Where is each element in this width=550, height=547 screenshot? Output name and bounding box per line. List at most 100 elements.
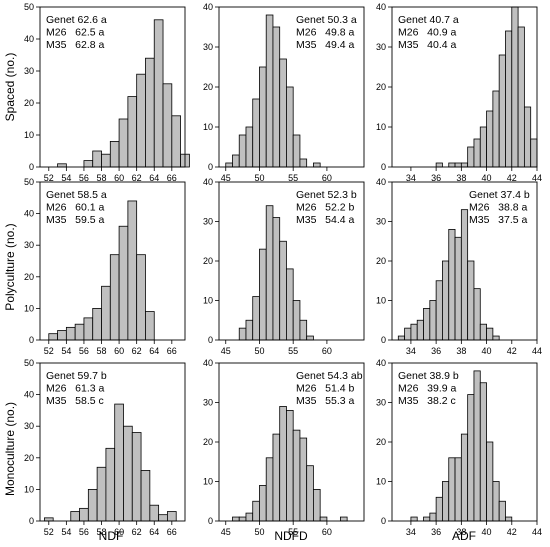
- histogram-bar: [479, 126, 487, 168]
- x-tick-label: 66: [167, 346, 177, 356]
- histogram-bar: [448, 228, 456, 341]
- y-tick-label: 50: [24, 177, 34, 187]
- histogram-bar: [127, 200, 138, 341]
- histogram-bar: [292, 429, 301, 522]
- x-tick-label: 34: [406, 173, 416, 183]
- histogram-bar: [265, 14, 274, 168]
- histogram-bar: [410, 323, 418, 341]
- annotation-line: M26 60.1 a: [46, 202, 105, 214]
- y-tick-label: 40: [376, 177, 386, 187]
- annotation-line: Genet 62.6 a: [46, 14, 107, 26]
- y-tick-label: 20: [203, 82, 213, 92]
- histogram-bar: [460, 209, 469, 341]
- histogram-bar: [479, 323, 487, 341]
- x-tick-label: 60: [114, 173, 124, 183]
- histogram-bar: [404, 327, 412, 341]
- y-tick-label: 20: [24, 272, 34, 282]
- histogram-bar: [473, 288, 481, 341]
- annotation-line: Genet 38.9 b: [398, 370, 459, 382]
- histogram-bar: [127, 96, 138, 168]
- y-tick-label: 10: [24, 484, 34, 494]
- histogram-bar: [486, 110, 494, 168]
- y-tick-label: 40: [24, 390, 34, 400]
- histogram-bar: [92, 307, 102, 341]
- y-tick-label: 0: [208, 335, 213, 345]
- annotation-line: Genet 37.4 b: [469, 189, 530, 201]
- histogram-bar: [238, 327, 247, 341]
- x-tick-label: 44: [532, 346, 542, 356]
- y-tick-label: 40: [203, 2, 213, 12]
- histogram-bar: [313, 488, 321, 522]
- x-tick-label: 60: [322, 173, 332, 183]
- row-label-spaced: Spaced (no.): [3, 53, 17, 122]
- col-label-ndf: NDF: [99, 529, 124, 543]
- histogram-bar: [109, 254, 120, 341]
- histogram-bar: [70, 511, 80, 522]
- histogram-bar: [83, 160, 94, 168]
- annotation-line: M35 58.5 c: [46, 395, 104, 407]
- histogram-bar: [299, 437, 308, 522]
- annotation-line: Genet 40.7 a: [398, 14, 459, 26]
- row-label-polyculture: Polyculture (no.): [3, 223, 17, 310]
- x-tick-label: 44: [532, 173, 542, 183]
- y-tick-label: 40: [24, 34, 34, 44]
- histogram-bar: [460, 433, 469, 522]
- histogram-bar: [57, 163, 67, 168]
- histogram-bar: [313, 162, 321, 168]
- row-label-monoculture: Monoculture (no.): [3, 402, 17, 496]
- histogram-bar: [429, 300, 437, 341]
- histogram-bar: [238, 134, 247, 168]
- column-labels: NDF NDFD ADF: [99, 529, 476, 543]
- histogram-bar: [171, 115, 182, 168]
- x-tick-label: 45: [221, 527, 231, 537]
- annotation-line: M26 39.9 a: [398, 383, 457, 395]
- y-tick-label: 40: [203, 177, 213, 187]
- y-tick-label: 40: [376, 358, 386, 368]
- histogram-bar: [454, 457, 462, 522]
- histogram-bar: [279, 58, 287, 168]
- histogram-bar: [479, 382, 487, 522]
- histogram-bar: [448, 162, 456, 168]
- histogram-bar: [158, 514, 168, 522]
- plot-frame: [39, 181, 186, 341]
- x-tick-label: 42: [507, 527, 517, 537]
- histogram-bar: [105, 447, 116, 522]
- x-tick-label: 62: [132, 173, 142, 183]
- x-tick-label: 54: [61, 527, 71, 537]
- y-tick-label: 30: [376, 398, 386, 408]
- y-tick-label: 40: [376, 2, 386, 12]
- histogram-bar: [114, 403, 124, 522]
- annotation-line: M26 62.5 a: [46, 27, 105, 39]
- x-tick-label: 60: [114, 527, 124, 537]
- histogram-bar: [299, 158, 308, 168]
- histogram-bar: [486, 327, 494, 341]
- x-tick-label: 55: [288, 527, 298, 537]
- y-tick-label: 20: [376, 82, 386, 92]
- annotation-line: M26 61.3 a: [46, 383, 105, 395]
- histogram-bar: [486, 441, 494, 522]
- histogram-bar: [259, 248, 267, 341]
- y-tick-label: 30: [24, 240, 34, 250]
- annotation-line: M35 49.4 a: [296, 39, 355, 51]
- histogram-bar: [505, 30, 513, 168]
- histogram-bar: [131, 432, 142, 522]
- x-tick-label: 34: [406, 527, 416, 537]
- y-tick-label: 20: [376, 256, 386, 266]
- histogram-bar: [435, 496, 443, 522]
- histogram-bar: [140, 470, 151, 522]
- histogram-bar: [279, 406, 287, 522]
- histogram-bar: [232, 154, 240, 168]
- histogram-bar: [423, 516, 431, 522]
- y-tick-label: 10: [24, 303, 34, 313]
- x-tick-label: 64: [149, 527, 159, 537]
- histogram-bar: [498, 54, 506, 168]
- histogram-bar: [435, 280, 443, 341]
- x-tick-label: 42: [507, 346, 517, 356]
- histogram-bar: [286, 409, 294, 522]
- histogram-bar: [123, 425, 133, 522]
- histogram-bar: [109, 140, 120, 168]
- histogram-bar: [101, 153, 111, 168]
- x-tick-label: 40: [482, 173, 492, 183]
- x-tick-label: 54: [61, 173, 71, 183]
